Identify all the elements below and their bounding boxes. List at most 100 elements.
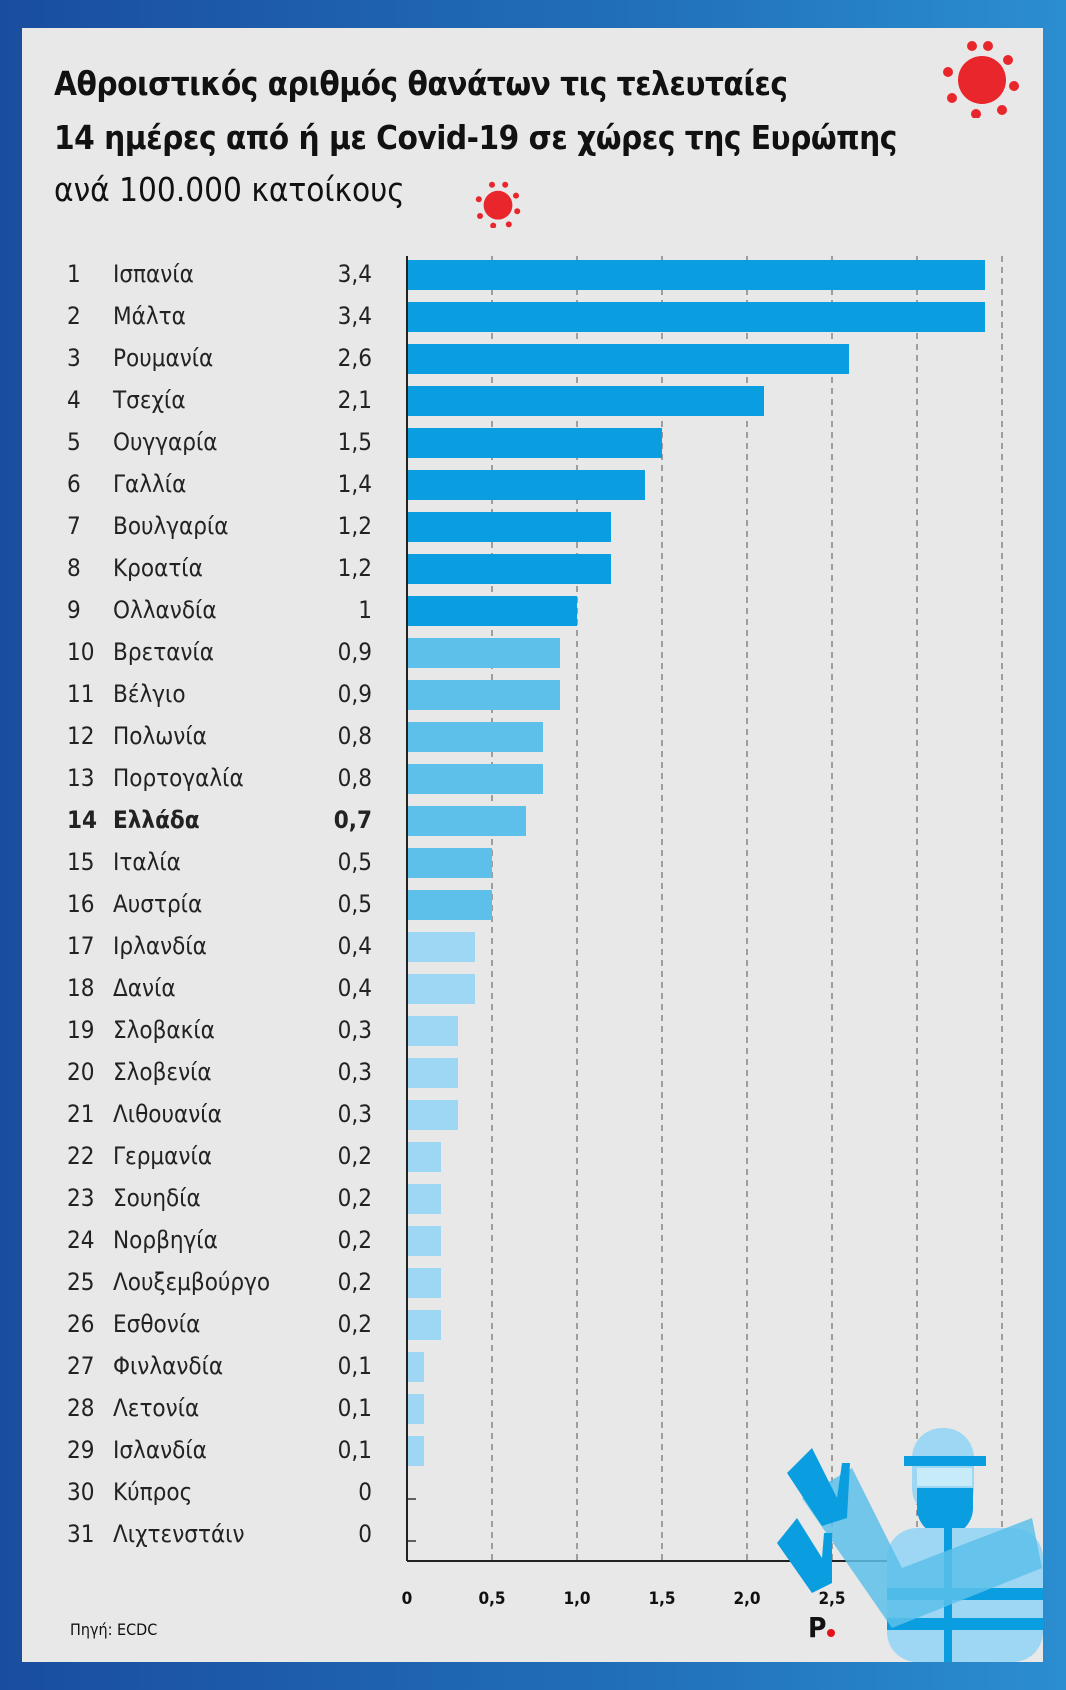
country-row: 9 Ολλανδία 1 — [22, 590, 422, 632]
value-label: 0,4 — [337, 932, 372, 960]
bar — [407, 596, 577, 626]
rank-label: 13 — [67, 764, 95, 792]
rank-label: 20 — [67, 1058, 95, 1086]
country-row: 16 Αυστρία 0,5 — [22, 884, 422, 926]
country-row: 15 Ιταλία 0,5 — [22, 842, 422, 884]
bar — [407, 722, 543, 752]
rank-label: 1 — [67, 260, 81, 288]
bar — [407, 638, 560, 668]
value-label: 0,9 — [337, 638, 372, 666]
country-name: Ρουμανία — [113, 344, 214, 372]
bar — [407, 1184, 441, 1214]
bar — [407, 932, 475, 962]
value-label: 1,2 — [337, 554, 372, 582]
value-label: 0,2 — [337, 1184, 372, 1212]
country-row: 30 Κύπρος 0 — [22, 1472, 422, 1514]
bar — [407, 260, 985, 290]
country-row: 23 Σουηδία 0,2 — [22, 1178, 422, 1220]
bar — [407, 302, 985, 332]
country-row: 12 Πολωνία 0,8 — [22, 716, 422, 758]
rank-label: 31 — [67, 1520, 95, 1548]
country-row: 6 Γαλλία 1,4 — [22, 464, 422, 506]
x-tick-label: 1,5 — [648, 1589, 675, 1609]
bar — [407, 764, 543, 794]
country-name: Ελλάδα — [113, 806, 200, 834]
country-name: Πολωνία — [113, 722, 207, 750]
bar — [407, 848, 492, 878]
rank-label: 7 — [67, 512, 81, 540]
bar — [407, 974, 475, 1004]
rank-label: 5 — [67, 428, 81, 456]
rank-label: 17 — [67, 932, 95, 960]
rank-label: 9 — [67, 596, 81, 624]
country-row: 31 Λιχτενστάιν 0 — [22, 1514, 422, 1556]
country-name: Νορβηγία — [113, 1226, 218, 1254]
rank-label: 14 — [67, 806, 98, 834]
country-name: Ολλανδία — [113, 596, 217, 624]
country-name: Ισλανδία — [113, 1436, 207, 1464]
country-name: Λιχτενστάιν — [113, 1520, 245, 1548]
country-name: Κροατία — [113, 554, 203, 582]
value-label: 0,4 — [337, 974, 372, 1002]
country-row: 29 Ισλανδία 0,1 — [22, 1430, 422, 1472]
bar — [407, 1226, 441, 1256]
country-name: Κύπρος — [113, 1478, 193, 1506]
bar — [407, 1394, 424, 1424]
x-tick-label: 2,5 — [818, 1589, 845, 1609]
value-label: 2,6 — [337, 344, 372, 372]
bar — [407, 680, 560, 710]
value-label: 0 — [358, 1478, 372, 1506]
country-name: Βουλγαρία — [113, 512, 229, 540]
country-name: Ισπανία — [113, 260, 194, 288]
health-worker-illustration — [777, 1428, 1043, 1662]
value-label: 3,4 — [337, 302, 372, 330]
bar — [407, 1436, 424, 1466]
value-label: 0,9 — [337, 680, 372, 708]
infographic-panel: Αθροιστικός αριθμός θανάτων τις τελευταί… — [22, 28, 1043, 1662]
country-row: 18 Δανία 0,4 — [22, 968, 422, 1010]
value-label: 0,3 — [337, 1100, 372, 1128]
value-label: 0,5 — [337, 890, 372, 918]
bar — [407, 1016, 458, 1046]
country-row: 26 Εσθονία 0,2 — [22, 1304, 422, 1346]
value-label: 0,1 — [337, 1394, 372, 1422]
country-name: Αυστρία — [113, 890, 203, 918]
country-row: 13 Πορτογαλία 0,8 — [22, 758, 422, 800]
value-label: 0,3 — [337, 1058, 372, 1086]
country-name: Λουξεμβούργο — [113, 1268, 271, 1296]
country-row: 17 Ιρλανδία 0,4 — [22, 926, 422, 968]
bar — [407, 344, 849, 374]
country-name: Βρετανία — [113, 638, 215, 666]
country-row: 21 Λιθουανία 0,3 — [22, 1094, 422, 1136]
value-label: 1,4 — [337, 470, 372, 498]
country-row: 14 Ελλάδα 0,7 — [22, 800, 422, 842]
x-tick-label: 0 — [402, 1589, 413, 1609]
rank-label: 21 — [67, 1100, 95, 1128]
value-label: 1 — [358, 596, 372, 624]
virus-icon — [943, 41, 1019, 118]
rank-label: 10 — [67, 638, 95, 666]
rank-label: 4 — [67, 386, 81, 414]
value-label: 0,2 — [337, 1268, 372, 1296]
bar — [407, 470, 645, 500]
value-label: 2,1 — [337, 386, 372, 414]
country-name: Τσεχία — [113, 386, 186, 414]
value-label: 0,2 — [337, 1226, 372, 1254]
bar — [407, 512, 611, 542]
country-row: 11 Βέλγιο 0,9 — [22, 674, 422, 716]
value-label: 1,5 — [337, 428, 372, 456]
country-row: 20 Σλοβενία 0,3 — [22, 1052, 422, 1094]
bar — [407, 1100, 458, 1130]
bar — [407, 1310, 441, 1340]
rank-label: 19 — [67, 1016, 95, 1044]
value-label: 1,2 — [337, 512, 372, 540]
value-label: 0,1 — [337, 1436, 372, 1464]
country-name: Μάλτα — [113, 302, 186, 330]
x-tick-label: 2,0 — [733, 1589, 760, 1609]
country-name: Σουηδία — [113, 1184, 201, 1212]
rank-label: 18 — [67, 974, 95, 1002]
country-row: 28 Λετονία 0,1 — [22, 1388, 422, 1430]
country-row: 3 Ρουμανία 2,6 — [22, 338, 422, 380]
rank-label: 23 — [67, 1184, 95, 1212]
rank-label: 15 — [67, 848, 95, 876]
